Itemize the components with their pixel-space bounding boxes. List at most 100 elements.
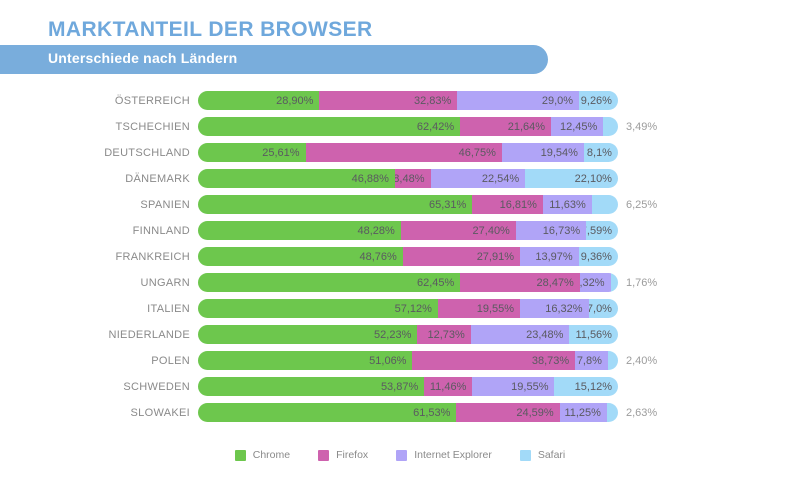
segment-value-label: 16,81% xyxy=(499,198,537,211)
row-category-label: SPANIEN xyxy=(140,199,190,211)
chart-row: POLEN 51,06% 38,73% 7,8% 2,40% 2,40% xyxy=(0,348,800,374)
segment-value-label: 22,54% xyxy=(481,172,520,185)
segment-value-label: 53,87% xyxy=(380,380,419,393)
segment-value-label: 12,45% xyxy=(560,120,598,133)
segment-value-label: 32,83% xyxy=(413,94,452,107)
bar-segment-chrome[interactable]: 48,76% xyxy=(198,247,403,266)
row-category-label: DEUTSCHLAND xyxy=(104,147,190,159)
chart-row: DEUTSCHLAND 25,61% 46,75% 19,54% 8,1% xyxy=(0,140,800,166)
bar-segment-safari[interactable]: 2,63% xyxy=(606,403,618,422)
legend-item[interactable]: Chrome xyxy=(234,449,291,461)
bar-segment-firefox[interactable]: 21,64% xyxy=(460,117,552,136)
segment-value-label: 19,55% xyxy=(511,380,549,393)
bar-segment-ie[interactable]: 16,73% xyxy=(515,221,587,240)
bar-segment-ie[interactable]: 19,54% xyxy=(501,143,584,162)
row-category-label: ITALIEN xyxy=(147,303,190,315)
bar-segment-ie[interactable]: 11,25% xyxy=(559,403,607,422)
bar-segment-safari[interactable]: 9,26% xyxy=(579,91,618,110)
bar-segment-safari[interactable]: 11,56% xyxy=(569,325,618,344)
row-category-label: UNGARN xyxy=(140,277,190,289)
outside-value-label: 6,25% xyxy=(626,199,658,211)
legend-item[interactable]: Safari xyxy=(519,449,565,461)
outside-value-label: 2,63% xyxy=(626,407,658,419)
bar-segment-firefox[interactable]: 24,59% xyxy=(456,403,560,422)
bar-segment-firefox[interactable]: 28,47% xyxy=(460,273,580,292)
bar-segment-firefox[interactable]: 27,91% xyxy=(402,247,520,266)
stacked-bar: 46,88% 8,48% 22,54% 22,10% xyxy=(198,169,618,188)
bar-segment-safari[interactable]: 9,36% xyxy=(578,247,618,266)
segment-value-label: 28,90% xyxy=(276,94,314,107)
bar-segment-safari[interactable]: 8,1% xyxy=(583,143,618,162)
row-category-label: TSCHECHIEN xyxy=(115,121,190,133)
segment-value-label: 27,40% xyxy=(472,224,510,237)
segment-value-label: 12,73% xyxy=(427,328,465,341)
segment-value-label: 8,48% xyxy=(394,172,425,185)
bar-segment-ie[interactable]: 23,48% xyxy=(470,325,570,344)
legend-label: Chrome xyxy=(252,449,291,461)
bar-segment-chrome[interactable]: 28,90% xyxy=(198,91,320,110)
bar-segment-ie[interactable]: 11,63% xyxy=(542,195,592,214)
bar-segment-chrome[interactable]: 65,31% xyxy=(198,195,473,214)
bar-segment-chrome[interactable]: 46,88% xyxy=(198,169,395,188)
segment-value-label: 27,91% xyxy=(476,250,514,263)
legend-item[interactable]: Internet Explorer xyxy=(396,449,492,461)
bar-segment-firefox[interactable]: 12,73% xyxy=(417,325,471,344)
stacked-bar: 57,12% 19,55% 16,32% 7,0% xyxy=(198,299,618,318)
legend-swatch-icon xyxy=(234,449,246,461)
bar-segment-firefox[interactable]: 46,75% xyxy=(305,143,502,162)
bar-segment-ie[interactable]: 13,97% xyxy=(520,247,579,266)
segment-value-label: 24,59% xyxy=(516,406,554,419)
stacked-bar: 62,42% 21,64% 12,45% 3,49% xyxy=(198,117,618,136)
bar-segment-ie[interactable]: 16,32% xyxy=(520,299,589,318)
stacked-bar: 48,76% 27,91% 13,97% 9,36% xyxy=(198,247,618,266)
bar-segment-chrome[interactable]: 51,06% xyxy=(198,351,413,370)
stacked-bar: 25,61% 46,75% 19,54% 8,1% xyxy=(198,143,618,162)
bar-segment-chrome[interactable]: 62,42% xyxy=(198,117,461,136)
bar-segment-firefox[interactable]: 27,40% xyxy=(400,221,516,240)
bar-segment-firefox[interactable]: 11,46% xyxy=(424,377,473,396)
bar-segment-safari[interactable]: 3,49% xyxy=(603,117,618,136)
row-category-label: POLEN xyxy=(151,355,190,367)
bar-segment-ie[interactable]: 12,45% xyxy=(551,117,604,136)
bar-segment-firefox[interactable]: 32,83% xyxy=(319,91,458,110)
chart-row: ÖSTERREICH 28,90% 32,83% 29,0% 9,26% xyxy=(0,88,800,114)
bar-segment-chrome[interactable]: 62,45% xyxy=(198,273,461,292)
bar-segment-safari[interactable]: 2,40% xyxy=(607,351,618,370)
bar-segment-chrome[interactable]: 25,61% xyxy=(198,143,306,162)
segment-value-label: 46,88% xyxy=(351,172,389,185)
bar-segment-safari[interactable]: 7,59% xyxy=(586,221,618,240)
bar-segment-safari[interactable]: 15,12% xyxy=(554,377,618,396)
bar-segment-safari[interactable]: 1,76% xyxy=(610,273,618,292)
bar-segment-firefox[interactable]: 8,48% xyxy=(394,169,431,188)
page-title: MARKTANTEIL DER BROWSER xyxy=(48,18,373,41)
bar-segment-chrome[interactable]: 48,28% xyxy=(198,221,401,240)
row-category-label: SCHWEDEN xyxy=(123,381,190,393)
segment-value-label: 9,36% xyxy=(580,250,612,263)
bar-segment-chrome[interactable]: 52,23% xyxy=(198,325,418,344)
bar-segment-safari[interactable]: 6,25% xyxy=(591,195,618,214)
stacked-bar: 52,23% 12,73% 23,48% 11,56% xyxy=(198,325,618,344)
bar-segment-firefox[interactable]: 16,81% xyxy=(472,195,543,214)
chart-row: ITALIEN 57,12% 19,55% 16,32% 7,0% xyxy=(0,296,800,322)
bar-segment-chrome[interactable]: 53,87% xyxy=(198,377,425,396)
bar-segment-chrome[interactable]: 57,12% xyxy=(198,299,438,318)
segment-value-label: 11,56% xyxy=(575,328,612,341)
bar-segment-chrome[interactable]: 61,53% xyxy=(198,403,457,422)
segment-value-label: 48,28% xyxy=(357,224,395,237)
bar-segment-ie[interactable]: 22,54% xyxy=(430,169,526,188)
bar-segment-ie[interactable]: 29,0% xyxy=(457,91,580,110)
segment-value-label: 16,32% xyxy=(545,302,583,315)
legend-item[interactable]: Firefox xyxy=(318,449,368,461)
segment-value-label: 7,32% xyxy=(580,276,605,289)
bar-segment-firefox[interactable]: 38,73% xyxy=(412,351,576,370)
stacked-bar: 48,28% 27,40% 16,73% 7,59% xyxy=(198,221,618,240)
chart-row: TSCHECHIEN 62,42% 21,64% 12,45% 3,49% 3,49% xyxy=(0,114,800,140)
bar-segment-ie[interactable]: 7,8% xyxy=(575,351,608,370)
bar-segment-safari[interactable]: 7,0% xyxy=(588,299,618,318)
stacked-bar: 51,06% 38,73% 7,8% 2,40% xyxy=(198,351,618,370)
bar-segment-safari[interactable]: 22,10% xyxy=(525,169,618,188)
bar-segment-ie[interactable]: 7,32% xyxy=(579,273,611,292)
bar-segment-firefox[interactable]: 19,55% xyxy=(437,299,521,318)
bar-segment-ie[interactable]: 19,55% xyxy=(472,377,555,396)
segment-value-label: 52,23% xyxy=(374,328,412,341)
